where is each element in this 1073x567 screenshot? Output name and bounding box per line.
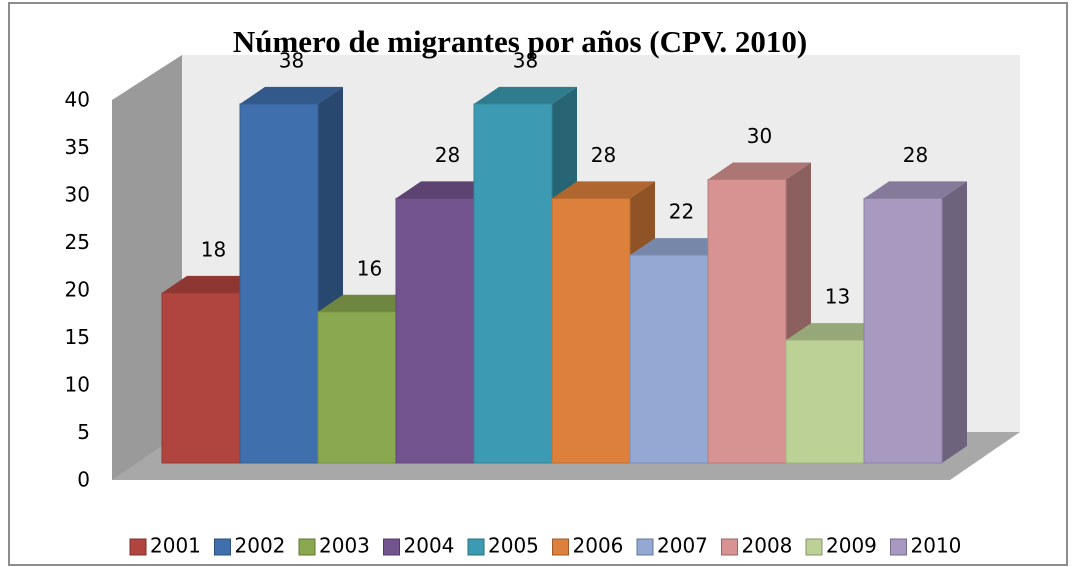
legend-label: 2008 [742,534,793,558]
legend-swatch [298,538,316,556]
legend-swatch [805,538,823,556]
bar-top [708,162,811,180]
data-label: 38 [279,48,304,72]
bar-top [318,294,421,312]
legend-label: 2009 [826,534,877,558]
legend-label: 2005 [488,534,539,558]
data-label: 16 [357,256,382,280]
y-tick-label: 30 [65,183,90,207]
y-tick-label: 35 [65,135,90,159]
bar-top [474,86,577,104]
bar-top [786,323,889,341]
bar [395,197,475,464]
y-tick-label: 0 [77,468,90,492]
bar-top [396,181,499,199]
data-label: 38 [513,48,538,72]
y-tick-label: 15 [65,325,90,349]
bar [161,292,241,464]
bar-top [630,238,733,256]
bar [473,103,553,464]
bar [785,339,865,464]
bar-top [864,181,967,199]
legend-swatch [890,538,907,556]
data-label: 28 [591,143,616,167]
legend-label: 2010 [911,534,962,558]
y-tick-label: 40 [65,88,90,112]
bar [629,254,709,464]
y-tick-label: 10 [65,373,90,397]
bar-top [240,86,343,104]
bar-top [552,181,655,199]
data-label: 28 [903,143,928,167]
bar [317,311,397,464]
bar [551,197,631,464]
legend-label: 2002 [235,534,286,558]
legend-swatch [721,538,738,556]
legend-swatch [467,538,485,556]
bar-side [942,181,967,463]
legend-label: 2006 [573,534,624,558]
bar-top [162,275,265,293]
y-tick-label: 25 [65,230,90,254]
legend-swatch [383,538,400,556]
y-tick-label: 5 [77,420,90,444]
legend-swatch [129,538,147,556]
data-label: 18 [201,237,226,261]
legend-swatch [214,538,231,556]
data-label: 28 [435,143,460,167]
chart-title: Número de migrantes por años (CPV. 2010) [233,24,807,59]
bar [239,103,319,464]
bar [863,197,943,464]
legend-swatch [552,538,569,556]
data-label: 22 [669,200,694,224]
legend-label: 2004 [404,534,455,558]
legend-label: 2003 [319,534,370,558]
data-label: 30 [747,124,772,148]
bar [707,179,787,464]
legend-label: 2001 [150,534,201,558]
data-label: 13 [825,285,850,309]
legend-label: 2007 [657,534,708,558]
y-tick-label: 20 [65,278,90,302]
legend-swatch [636,538,654,556]
